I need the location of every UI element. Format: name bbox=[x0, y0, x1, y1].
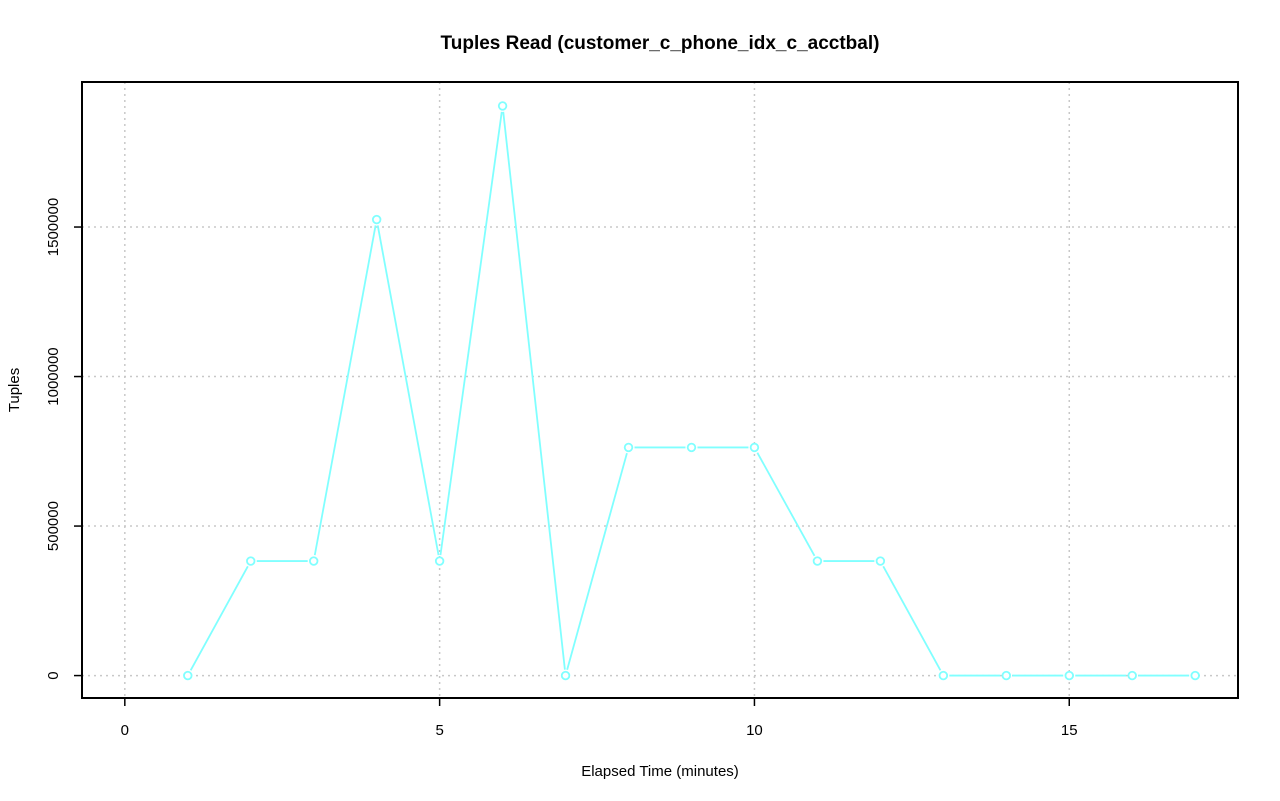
data-point bbox=[309, 556, 319, 566]
x-tick-label: 10 bbox=[746, 722, 763, 739]
data-point bbox=[875, 556, 886, 566]
grid bbox=[82, 82, 1238, 698]
series-line-segment bbox=[502, 111, 566, 670]
data-point bbox=[686, 442, 697, 453]
x-axis: 0 5 10 15 bbox=[121, 698, 1078, 739]
x-tick-label: 5 bbox=[435, 722, 443, 739]
chart-title: Tuples Read (customer_c_phone_idx_c_acct… bbox=[441, 33, 880, 54]
y-tick-label: 1500000 bbox=[45, 198, 62, 256]
y-tick-label: 0 bbox=[45, 671, 62, 679]
data-point bbox=[497, 101, 508, 111]
data-point bbox=[938, 670, 949, 681]
x-axis-label: Elapsed Time (minutes) bbox=[581, 763, 739, 780]
plot-area bbox=[81, 81, 1239, 699]
x-tick-label: 15 bbox=[1061, 722, 1078, 739]
data-point bbox=[749, 442, 760, 453]
y-axis-label: Tuples bbox=[6, 368, 23, 412]
y-axis: 0 500000 1000000 1500000 bbox=[45, 198, 82, 680]
data-point bbox=[623, 442, 634, 453]
data-point bbox=[1001, 670, 1011, 681]
y-tick-label: 1000000 bbox=[45, 347, 62, 405]
series-layer bbox=[183, 101, 1200, 681]
series-line-segment bbox=[566, 452, 628, 671]
y-tick-label: 500000 bbox=[45, 501, 62, 551]
data-point bbox=[183, 670, 193, 681]
series-line-segment bbox=[376, 225, 440, 556]
data-point bbox=[371, 214, 382, 225]
series-line-segment bbox=[756, 452, 816, 557]
x-tick-label: 0 bbox=[121, 722, 129, 739]
data-point bbox=[434, 556, 445, 566]
data-point bbox=[1064, 670, 1074, 681]
series-line-segment bbox=[439, 111, 503, 556]
series-line-segment bbox=[882, 565, 942, 671]
data-point bbox=[1190, 670, 1200, 681]
data-point bbox=[812, 556, 823, 566]
series-line-segment bbox=[313, 225, 377, 556]
series-line-segment bbox=[189, 565, 249, 671]
data-point bbox=[246, 556, 256, 566]
data-point bbox=[1127, 670, 1137, 681]
data-point bbox=[560, 670, 571, 681]
